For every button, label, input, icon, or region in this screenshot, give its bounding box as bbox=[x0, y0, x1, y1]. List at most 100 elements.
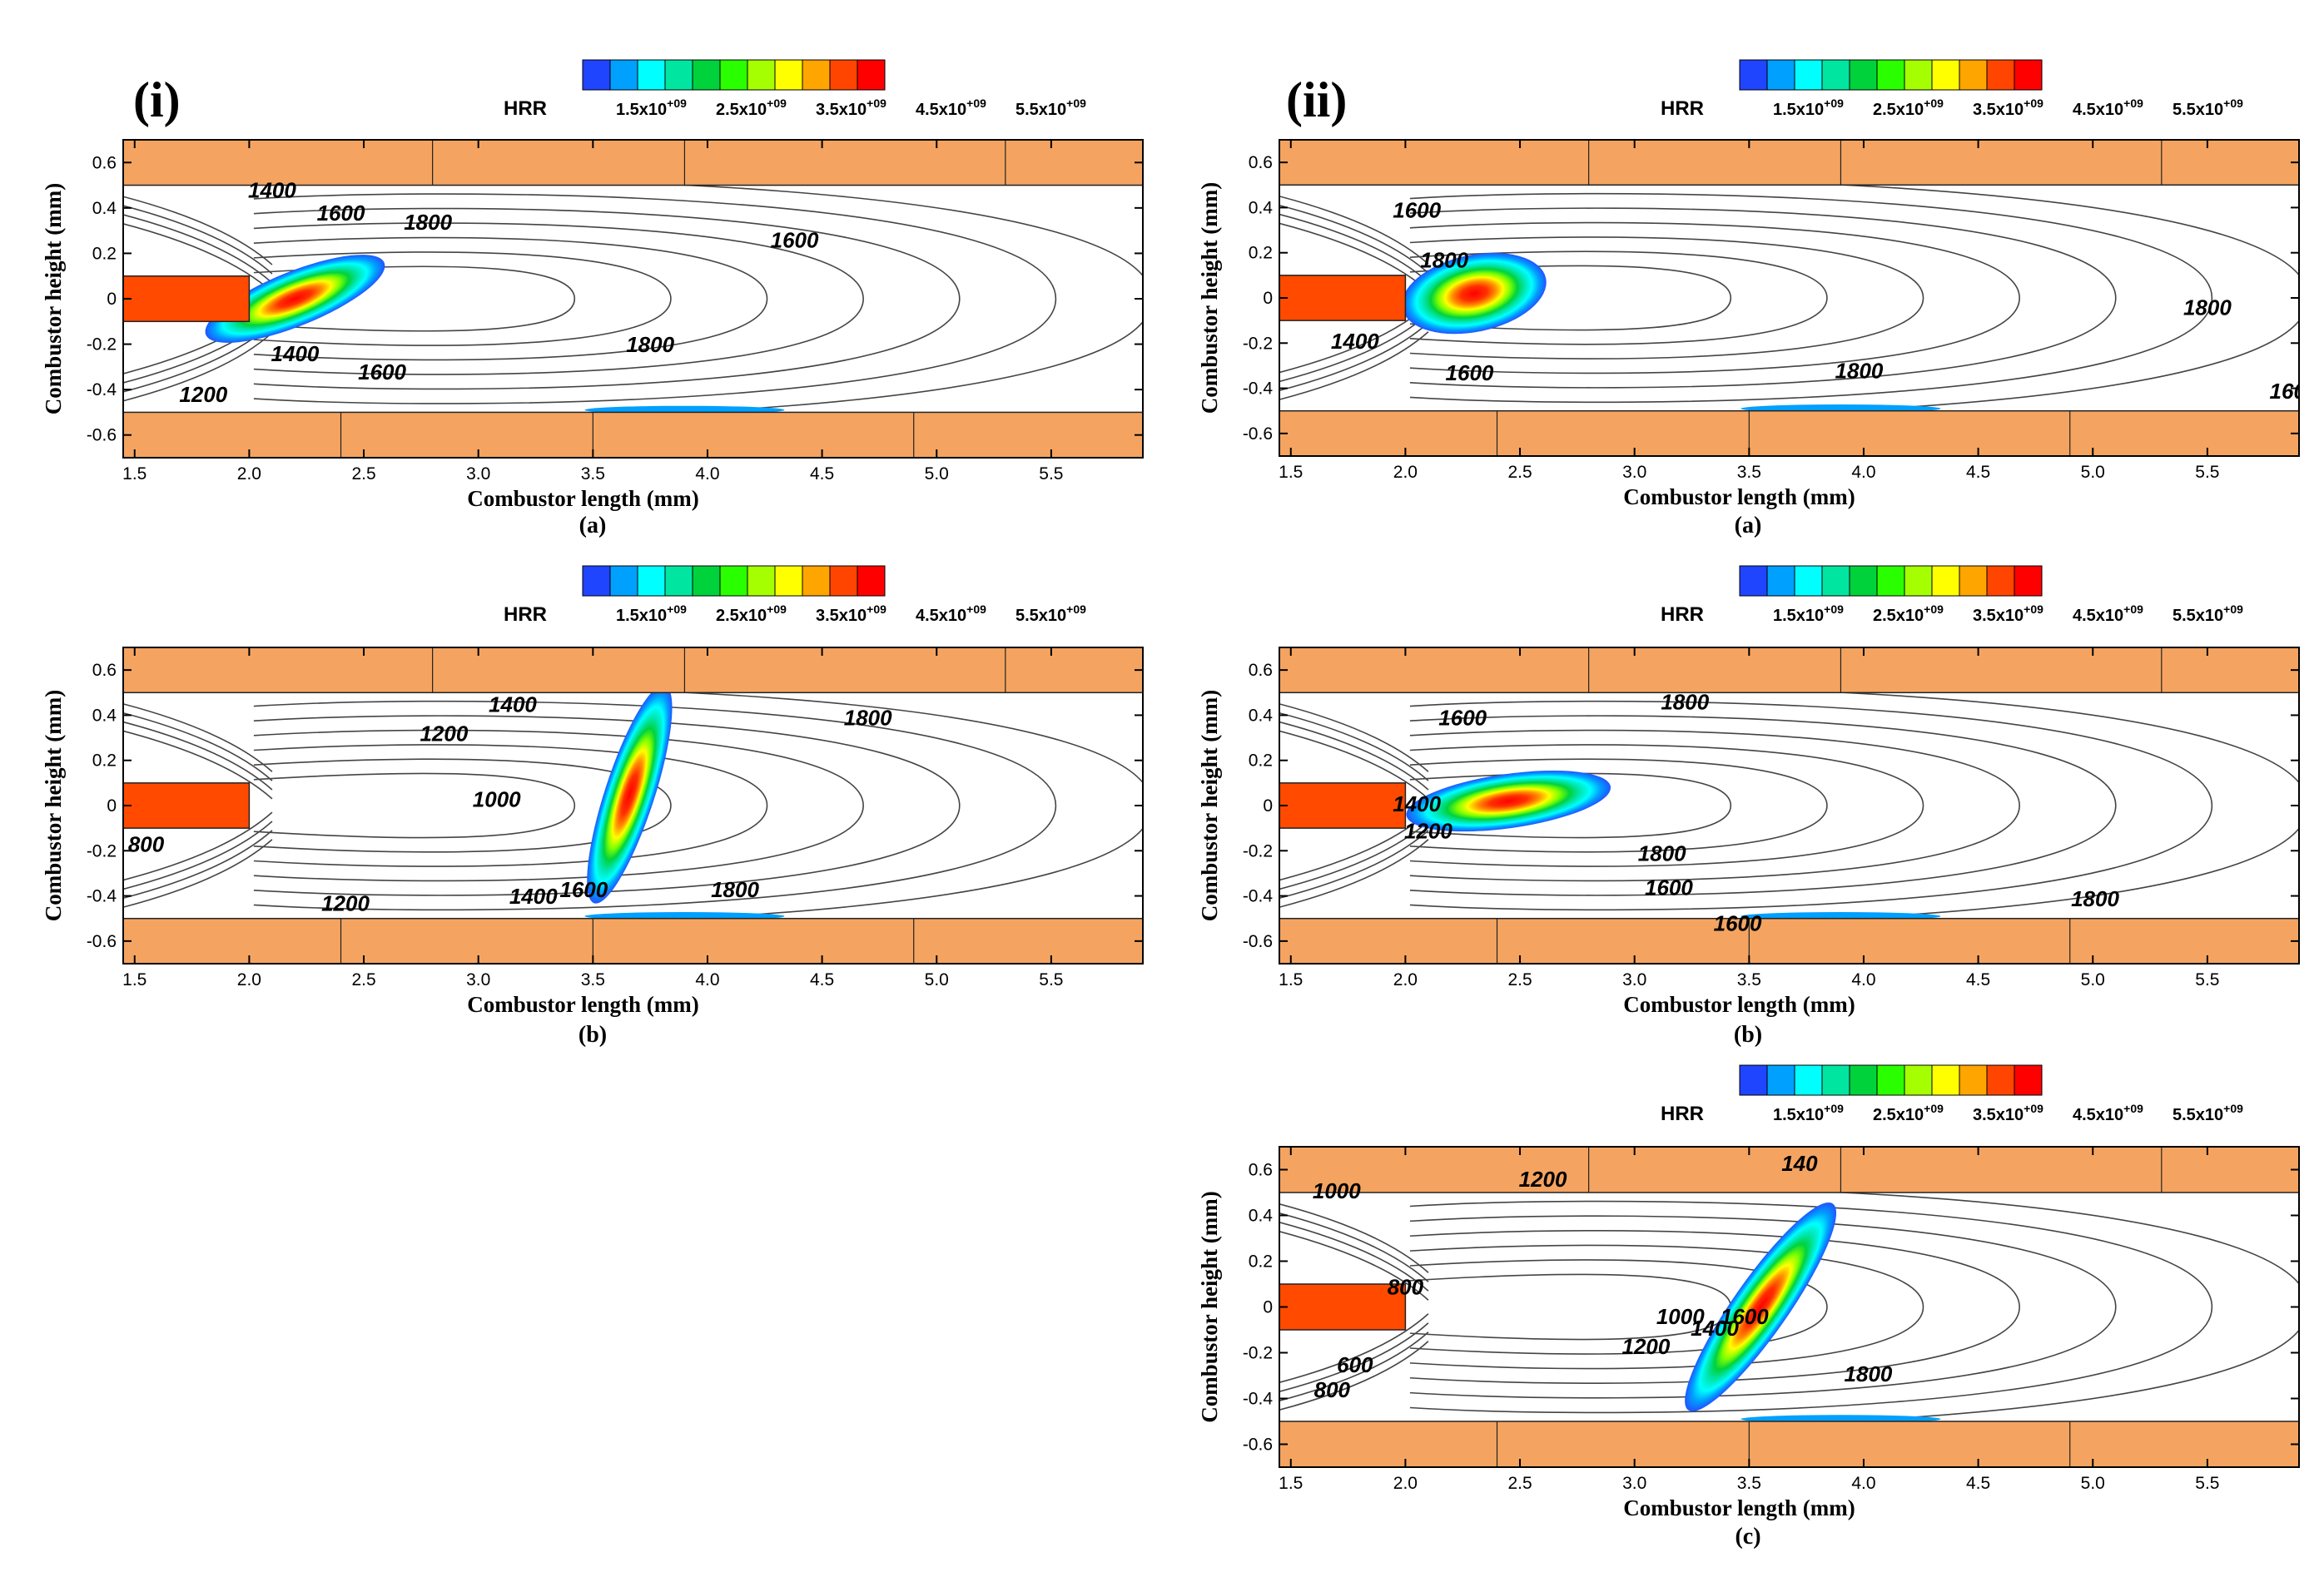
x-tick-label: 5.0 bbox=[2081, 463, 2105, 482]
colorbar-label: 3.5x10+09 bbox=[1973, 603, 2043, 625]
colorbar-swatch bbox=[1821, 59, 1850, 91]
isoline bbox=[253, 729, 864, 882]
colorbar-label: 5.5x10+09 bbox=[2173, 1102, 2243, 1124]
x-tick-label: 3.5 bbox=[581, 970, 605, 989]
x-tick-label: 1.5 bbox=[122, 464, 146, 484]
colorbar-label: 2.5x10+09 bbox=[1873, 1102, 1944, 1124]
y-tick-label: 0.6 bbox=[1249, 153, 1273, 172]
isoline bbox=[123, 214, 273, 284]
y-tick-label: -0.2 bbox=[1243, 1344, 1273, 1363]
contour-label: 1800 bbox=[626, 332, 674, 357]
colorbar-swatch bbox=[829, 59, 858, 91]
colorbar-title: HRR bbox=[504, 603, 547, 626]
contour-label: 1800 bbox=[1638, 841, 1686, 866]
contour-label: 1800 bbox=[844, 706, 892, 731]
bluff-body-insert bbox=[123, 782, 251, 829]
bottom-wall bbox=[1279, 1421, 2299, 1467]
colorbar-swatch bbox=[1986, 59, 2015, 91]
hrr-colorbar-i-b: HRR 1.5x10+09 2.5x10+09 3.5x10+09 4.5x10+09 5… bbox=[504, 565, 1086, 626]
isoline bbox=[1409, 758, 1828, 853]
panel-caption: (b) bbox=[579, 1022, 607, 1048]
colorbar-swatch bbox=[802, 565, 831, 597]
x-tick-label: 5.5 bbox=[1039, 464, 1063, 484]
colorbar-swatch bbox=[1739, 1064, 1768, 1096]
panel-ii-b: HRR 1.5x10+09 2.5x10+09 3.5x10+09 4.5x10+09 5… bbox=[1197, 565, 2300, 1048]
isoline bbox=[1279, 1331, 1429, 1402]
isoline bbox=[1279, 1221, 1429, 1292]
colorbar-swatch bbox=[1794, 565, 1823, 597]
y-tick-label: 0.6 bbox=[1249, 1161, 1273, 1180]
y-tick-label: 0 bbox=[1263, 796, 1273, 816]
colorbar-swatch bbox=[747, 59, 776, 91]
panel-caption: (a) bbox=[1735, 513, 1762, 538]
y-tick-label: -0.6 bbox=[87, 426, 117, 445]
contour-label: 800 bbox=[128, 832, 165, 857]
y-tick-label: 0.4 bbox=[1249, 1207, 1274, 1226]
colorbar-label: 4.5x10+09 bbox=[916, 97, 986, 119]
x-tick-label: 3.5 bbox=[1737, 463, 1761, 482]
colorbar-swatch bbox=[857, 59, 886, 91]
colorbar-swatch bbox=[1904, 565, 1933, 597]
isoline bbox=[123, 196, 273, 265]
bluff-body-insert bbox=[1279, 1283, 1407, 1331]
isoline bbox=[253, 265, 576, 332]
colorbar-swatch bbox=[692, 565, 721, 597]
y-axis-label: Combustor height (mm) bbox=[1197, 182, 1222, 414]
x-tick-label: 2.0 bbox=[237, 464, 261, 484]
isoline bbox=[253, 715, 961, 896]
y-tick-label: 0.4 bbox=[92, 199, 117, 218]
y-tick-label: -0.4 bbox=[1243, 1390, 1274, 1409]
colorbar-swatch bbox=[1821, 565, 1850, 597]
colorbar-swatch bbox=[1876, 565, 1905, 597]
isoline bbox=[1279, 213, 1429, 283]
colorbar-swatch bbox=[1766, 1064, 1795, 1096]
isoline bbox=[1279, 196, 1429, 265]
contour-label: 160 bbox=[2270, 379, 2307, 404]
x-tick-label: 4.0 bbox=[1851, 970, 1875, 989]
isoline bbox=[1279, 1341, 1429, 1411]
y-tick-label: 0.2 bbox=[1249, 244, 1273, 263]
isoline bbox=[1279, 830, 1429, 900]
contour-label: 1600 bbox=[771, 228, 819, 253]
isoline bbox=[123, 839, 273, 908]
colorbar-swatch bbox=[1766, 59, 1795, 91]
isoline bbox=[253, 236, 768, 361]
y-tick-label: -0.4 bbox=[87, 887, 117, 906]
y-axis-label: Combustor height (mm) bbox=[41, 183, 66, 415]
isoline bbox=[1409, 236, 1924, 360]
isoline bbox=[1279, 204, 1429, 274]
y-tick-label: -0.6 bbox=[1243, 932, 1273, 951]
panel-i-b: HRR 1.5x10+09 2.5x10+09 3.5x10+09 4.5x10+09 5… bbox=[41, 565, 1144, 1048]
contour-label: 1600 bbox=[559, 877, 608, 902]
y-tick-label: -0.6 bbox=[87, 932, 117, 951]
isoline bbox=[1279, 839, 1429, 908]
isoline bbox=[1409, 1259, 1828, 1355]
hrr-colorbar-ii-a: HRR 1.5x10+09 2.5x10+09 3.5x10+09 4.5x10+09 5… bbox=[1661, 59, 2243, 120]
colorbar-swatch bbox=[1959, 1064, 1988, 1096]
colorbar-swatch bbox=[719, 565, 748, 597]
x-tick-label: 1.5 bbox=[1279, 463, 1303, 482]
hrr-flame-zone bbox=[1685, 1203, 1837, 1411]
x-tick-label: 3.0 bbox=[1622, 970, 1646, 989]
contour-label: 1800 bbox=[1420, 247, 1468, 272]
isoline bbox=[253, 744, 768, 867]
colorbar-label: 1.5x10+09 bbox=[1773, 1102, 1844, 1124]
isoline bbox=[1409, 192, 2213, 404]
contour-label: 1400 bbox=[1393, 791, 1441, 816]
hrr-flame-zone bbox=[1402, 252, 1547, 335]
bluff-body-insert bbox=[1279, 275, 1407, 321]
colorbar-swatch bbox=[774, 59, 803, 91]
colorbar-swatch bbox=[1931, 1064, 1960, 1096]
x-tick-label: 4.0 bbox=[695, 464, 719, 484]
colorbar-label: 4.5x10+09 bbox=[2073, 1102, 2143, 1124]
x-tick-label: 5.0 bbox=[925, 464, 949, 484]
y-tick-label: -0.2 bbox=[1243, 334, 1273, 353]
isoline bbox=[253, 193, 1057, 404]
y-tick-label: 0.2 bbox=[1249, 751, 1273, 771]
contour-label: 1800 bbox=[1835, 358, 1884, 383]
bluff-body-insert bbox=[1279, 782, 1407, 829]
colorbar-title: HRR bbox=[504, 97, 547, 120]
colorbar-swatch bbox=[1794, 59, 1823, 91]
colorbar-label: 1.5x10+09 bbox=[616, 603, 687, 625]
panel-caption: (c) bbox=[1735, 1524, 1760, 1550]
